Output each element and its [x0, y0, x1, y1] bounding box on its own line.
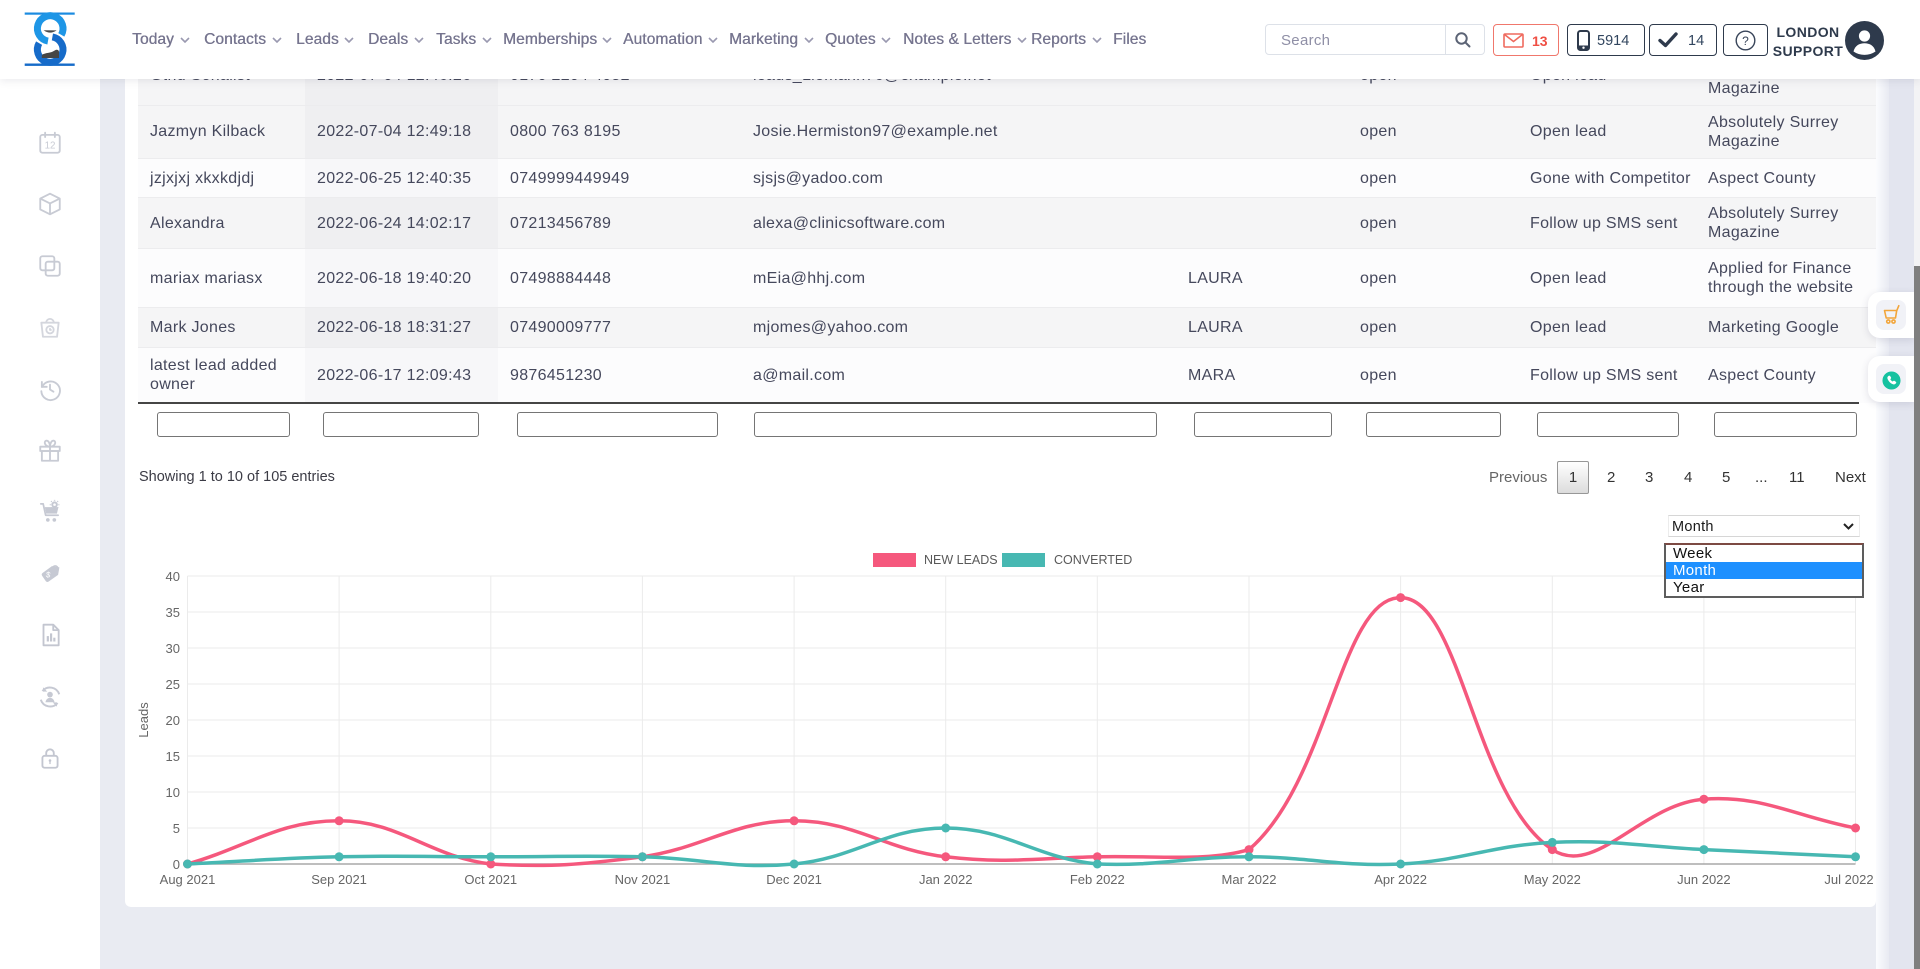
svg-text:Apr 2022: Apr 2022 [1374, 872, 1427, 887]
svg-text:Dec 2021: Dec 2021 [766, 872, 822, 887]
svg-text:40: 40 [166, 569, 180, 584]
svg-text:Jan 2022: Jan 2022 [919, 872, 973, 887]
svg-text:Oct 2021: Oct 2021 [464, 872, 517, 887]
svg-text:CONVERTED: CONVERTED [1054, 553, 1132, 567]
svg-text:0: 0 [173, 857, 180, 872]
svg-text:12: 12 [45, 140, 56, 151]
svg-text:Aug 2021: Aug 2021 [160, 872, 216, 887]
svg-text:NEW LEADS: NEW LEADS [924, 553, 998, 567]
svg-text:10: 10 [166, 785, 180, 800]
svg-text:30: 30 [166, 641, 180, 656]
svg-text:15: 15 [166, 749, 180, 764]
svg-text:$: $ [45, 570, 51, 580]
svg-text:Jun 2022: Jun 2022 [1677, 872, 1731, 887]
svg-text:Sep 2021: Sep 2021 [311, 872, 367, 887]
svg-text:25: 25 [166, 677, 180, 692]
svg-text:35: 35 [166, 605, 180, 620]
svg-text:May 2022: May 2022 [1524, 872, 1581, 887]
svg-text:Leads: Leads [136, 702, 151, 738]
svg-text:Feb 2022: Feb 2022 [1070, 872, 1125, 887]
svg-text:?: ? [1742, 34, 1749, 48]
svg-text:5: 5 [173, 821, 180, 836]
svg-text:20: 20 [166, 713, 180, 728]
svg-text:Nov 2021: Nov 2021 [615, 872, 671, 887]
svg-text:Mar 2022: Mar 2022 [1222, 872, 1277, 887]
svg-text:Jul 2022: Jul 2022 [1824, 872, 1873, 887]
